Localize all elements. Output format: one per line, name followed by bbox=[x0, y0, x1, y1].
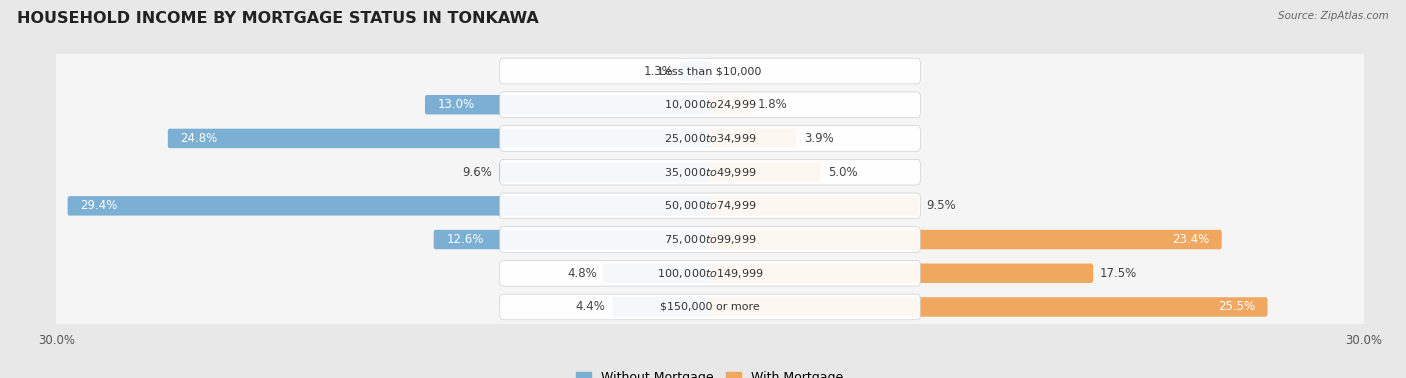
Text: $10,000 to $24,999: $10,000 to $24,999 bbox=[664, 98, 756, 111]
FancyBboxPatch shape bbox=[499, 163, 711, 182]
Text: Less than $10,000: Less than $10,000 bbox=[659, 66, 761, 76]
Text: $25,000 to $34,999: $25,000 to $34,999 bbox=[664, 132, 756, 145]
FancyBboxPatch shape bbox=[499, 193, 921, 218]
FancyBboxPatch shape bbox=[433, 230, 711, 249]
FancyBboxPatch shape bbox=[42, 155, 1378, 189]
FancyBboxPatch shape bbox=[709, 297, 1267, 317]
Text: 25.5%: 25.5% bbox=[1218, 301, 1256, 313]
FancyBboxPatch shape bbox=[499, 125, 921, 151]
Text: HOUSEHOLD INCOME BY MORTGAGE STATUS IN TONKAWA: HOUSEHOLD INCOME BY MORTGAGE STATUS IN T… bbox=[17, 11, 538, 26]
FancyBboxPatch shape bbox=[425, 95, 711, 115]
FancyBboxPatch shape bbox=[499, 260, 921, 286]
FancyBboxPatch shape bbox=[42, 256, 1378, 290]
FancyBboxPatch shape bbox=[42, 88, 1378, 122]
Text: $150,000 or more: $150,000 or more bbox=[661, 302, 759, 312]
Text: 9.6%: 9.6% bbox=[463, 166, 492, 179]
Text: $75,000 to $99,999: $75,000 to $99,999 bbox=[664, 233, 756, 246]
FancyBboxPatch shape bbox=[167, 129, 711, 148]
Text: 4.4%: 4.4% bbox=[575, 301, 606, 313]
FancyBboxPatch shape bbox=[709, 129, 797, 148]
Text: 13.0%: 13.0% bbox=[437, 98, 475, 111]
FancyBboxPatch shape bbox=[709, 263, 1092, 283]
FancyBboxPatch shape bbox=[603, 263, 711, 283]
Text: $35,000 to $49,999: $35,000 to $49,999 bbox=[664, 166, 756, 179]
Text: Source: ZipAtlas.com: Source: ZipAtlas.com bbox=[1278, 11, 1389, 21]
Legend: Without Mortgage, With Mortgage: Without Mortgage, With Mortgage bbox=[576, 371, 844, 378]
FancyBboxPatch shape bbox=[709, 196, 918, 215]
Text: 24.8%: 24.8% bbox=[180, 132, 218, 145]
FancyBboxPatch shape bbox=[499, 160, 921, 185]
FancyBboxPatch shape bbox=[499, 227, 921, 253]
Text: 1.8%: 1.8% bbox=[758, 98, 787, 111]
FancyBboxPatch shape bbox=[42, 189, 1378, 223]
FancyBboxPatch shape bbox=[709, 230, 1222, 249]
FancyBboxPatch shape bbox=[499, 294, 921, 320]
Text: 9.5%: 9.5% bbox=[925, 199, 956, 212]
Text: 1.3%: 1.3% bbox=[643, 65, 673, 77]
Text: 12.6%: 12.6% bbox=[446, 233, 484, 246]
Text: 4.8%: 4.8% bbox=[567, 267, 596, 280]
FancyBboxPatch shape bbox=[67, 196, 711, 215]
FancyBboxPatch shape bbox=[42, 121, 1378, 156]
Text: 23.4%: 23.4% bbox=[1171, 233, 1209, 246]
FancyBboxPatch shape bbox=[613, 297, 711, 317]
FancyBboxPatch shape bbox=[709, 163, 821, 182]
Text: 5.0%: 5.0% bbox=[828, 166, 858, 179]
Text: 29.4%: 29.4% bbox=[80, 199, 118, 212]
FancyBboxPatch shape bbox=[42, 54, 1378, 88]
FancyBboxPatch shape bbox=[681, 61, 711, 81]
Text: 17.5%: 17.5% bbox=[1099, 267, 1137, 280]
FancyBboxPatch shape bbox=[709, 95, 751, 115]
FancyBboxPatch shape bbox=[42, 290, 1378, 324]
Text: 3.9%: 3.9% bbox=[804, 132, 834, 145]
FancyBboxPatch shape bbox=[42, 222, 1378, 257]
Text: $100,000 to $149,999: $100,000 to $149,999 bbox=[657, 267, 763, 280]
FancyBboxPatch shape bbox=[499, 92, 921, 118]
FancyBboxPatch shape bbox=[499, 58, 921, 84]
Text: $50,000 to $74,999: $50,000 to $74,999 bbox=[664, 199, 756, 212]
